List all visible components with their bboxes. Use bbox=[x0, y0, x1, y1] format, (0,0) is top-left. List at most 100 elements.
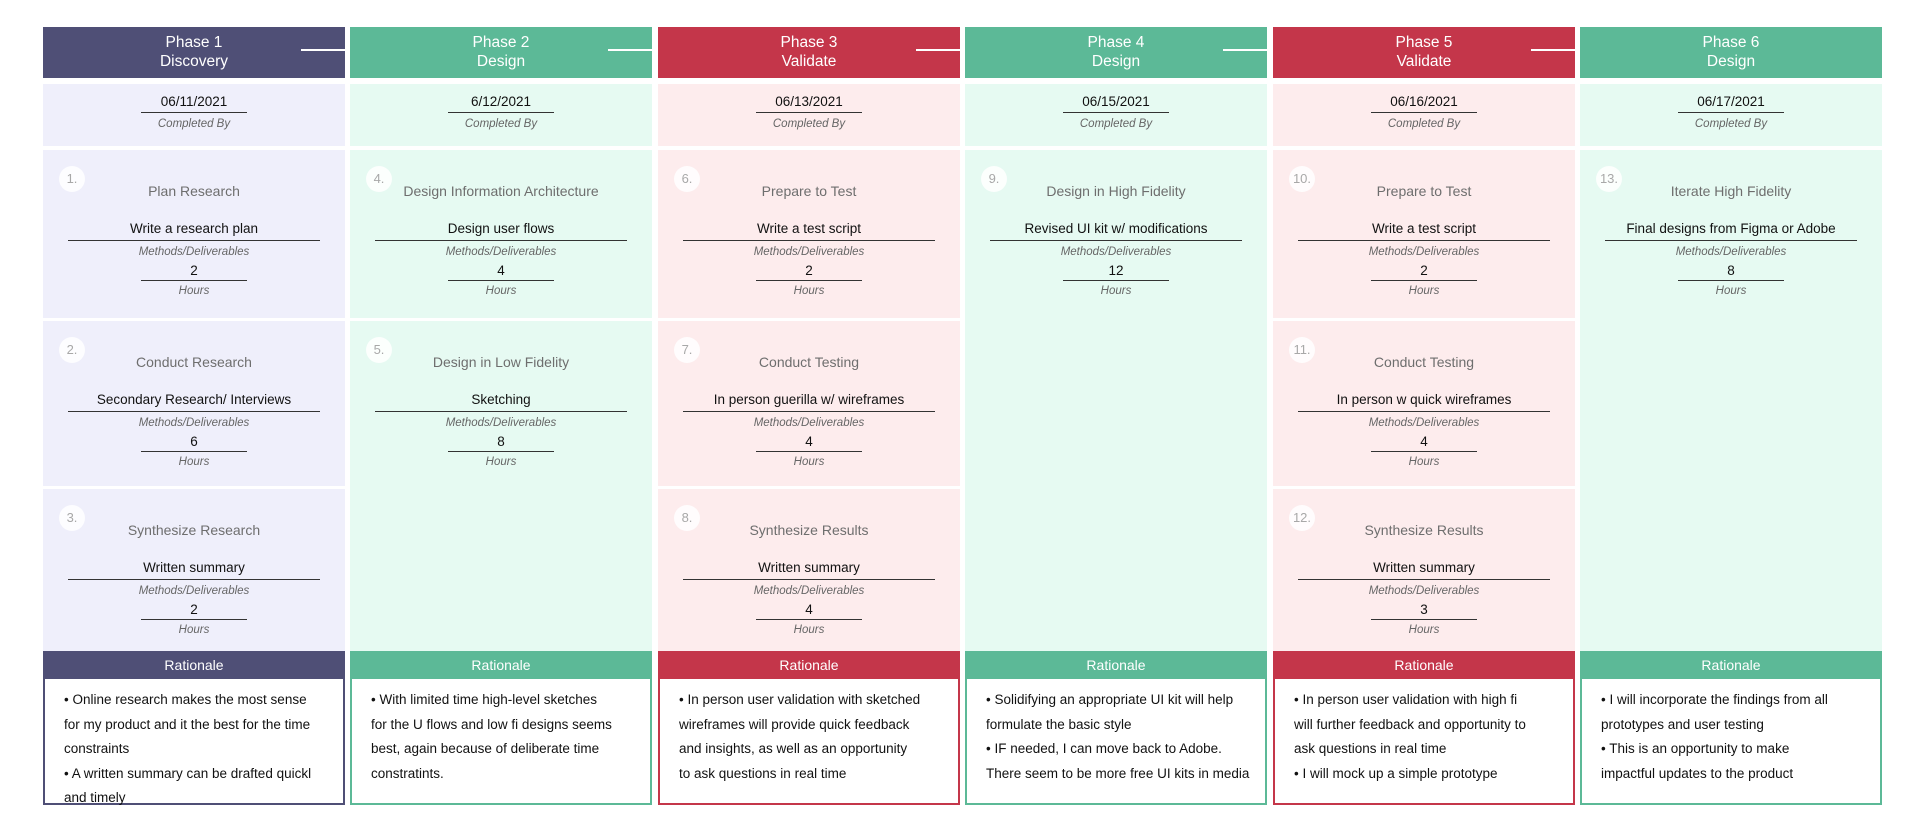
step-hours: 2 bbox=[141, 602, 247, 620]
step-hours: 4 bbox=[756, 602, 862, 620]
methods-label: Methods/Deliverables bbox=[753, 417, 865, 429]
step-method: Revised UI kit w/ modifications bbox=[990, 221, 1242, 241]
completion-date: 06/13/2021 bbox=[756, 94, 862, 113]
step-number: 9. bbox=[981, 166, 1007, 192]
methods-label: Methods/Deliverables bbox=[138, 246, 250, 258]
step-method: Written summary bbox=[68, 560, 320, 580]
step-title: Synthesize Results bbox=[749, 522, 869, 538]
rationale-line: wireframes will provide quick feedback bbox=[679, 716, 910, 732]
phase-subtitle: Validate bbox=[1396, 53, 1452, 70]
rationale-header: Rationale bbox=[45, 653, 343, 679]
step-hours: 8 bbox=[1678, 263, 1784, 281]
completed-by-label: Completed By bbox=[772, 118, 846, 130]
hours-label: Hours bbox=[1100, 285, 1132, 297]
hours-label: Hours bbox=[1408, 624, 1440, 636]
step-title: Prepare to Test bbox=[761, 183, 857, 199]
rationale-line: constratints. bbox=[371, 765, 444, 781]
phase-subtitle: Design bbox=[476, 53, 526, 70]
step-title: Conduct Testing bbox=[758, 354, 860, 370]
rationale-box: Rationale • Solidifying an appropriate UI… bbox=[965, 651, 1267, 805]
step-title: Synthesize Research bbox=[127, 522, 261, 538]
phase-subtitle: Discovery bbox=[159, 53, 229, 70]
rationale-line: for the U flows and low fi designs seems bbox=[371, 716, 612, 732]
hours-label: Hours bbox=[485, 285, 517, 297]
rationale-header: Rationale bbox=[1275, 653, 1573, 679]
rationale-line: formulate the basic style bbox=[986, 716, 1132, 732]
completion-box: 06/15/2021 Completed By bbox=[965, 84, 1267, 146]
step-hours: 8 bbox=[448, 434, 554, 452]
step-method: In person guerilla w/ wireframes bbox=[683, 392, 935, 412]
step-card: 11. Conduct Testing In person w quick wire… bbox=[1273, 318, 1575, 484]
step-method: Write a test script bbox=[1298, 221, 1550, 241]
hours-label: Hours bbox=[793, 456, 825, 468]
step-title: Conduct Testing bbox=[1373, 354, 1475, 370]
step-method: Write a research plan bbox=[68, 221, 320, 241]
rationale-header: Rationale bbox=[967, 653, 1265, 679]
completion-box: 06/13/2021 Completed By bbox=[658, 84, 960, 146]
rationale-line: • I will mock up a simple prototype bbox=[1294, 765, 1498, 781]
completion-date: 6/12/2021 bbox=[448, 94, 554, 113]
rationale-line: and timely bbox=[64, 790, 126, 805]
step-method: Written summary bbox=[683, 560, 935, 580]
rationale-line: • IF needed, I can move back to Adobe. bbox=[986, 741, 1222, 756]
step-title: Iterate High Fidelity bbox=[1670, 183, 1792, 199]
step-card: 10. Prepare to Test Write a test script Met… bbox=[1273, 150, 1575, 313]
hours-label: Hours bbox=[178, 285, 210, 297]
step-card: 3. Synthesize Research Written summary Meth… bbox=[43, 486, 345, 652]
step-method: Written summary bbox=[1298, 560, 1550, 580]
phase-header: Phase 6 Design bbox=[1580, 27, 1882, 78]
methods-label: Methods/Deliverables bbox=[1368, 417, 1480, 429]
step-card: 1. Plan Research Write a research plan Meth… bbox=[43, 150, 345, 313]
step-hours: 4 bbox=[756, 434, 862, 452]
step-method: Final designs from Figma or Adobe bbox=[1605, 221, 1857, 241]
rationale-box: Rationale • With limited time high-level … bbox=[350, 651, 652, 805]
completion-date: 06/17/2021 bbox=[1678, 94, 1784, 113]
rationale-line: constraints bbox=[64, 741, 130, 756]
completion-box: 06/17/2021 Completed By bbox=[1580, 84, 1882, 146]
completed-by-label: Completed By bbox=[1079, 118, 1153, 130]
hours-label: Hours bbox=[178, 456, 210, 468]
step-number: 5. bbox=[366, 337, 392, 363]
phase-column: Phase 3 Validate 06/13/2021 Completed By 6. P… bbox=[658, 27, 960, 805]
phase-header: Phase 5 Validate bbox=[1273, 27, 1575, 78]
completion-date: 06/11/2021 bbox=[141, 94, 247, 113]
rationale-text: • With limited time high-level sketches f… bbox=[352, 679, 650, 786]
step-card: 8. Synthesize Results Written summary Metho… bbox=[658, 486, 960, 652]
step-title: Design in High Fidelity bbox=[1046, 183, 1186, 199]
step-hours: 6 bbox=[141, 434, 247, 452]
step-hours: 12 bbox=[1063, 263, 1169, 281]
phase-title: Phase 3 bbox=[780, 34, 838, 51]
step-number: 10. bbox=[1289, 166, 1315, 192]
step-title: Design Information Architecture bbox=[403, 183, 599, 199]
step-number: 2. bbox=[59, 337, 85, 363]
hours-label: Hours bbox=[1408, 285, 1440, 297]
step-hours: 4 bbox=[1371, 434, 1477, 452]
phase-title: Phase 6 bbox=[1702, 34, 1760, 51]
rationale-line: • Solidifying an appropriate UI kit will… bbox=[986, 692, 1234, 707]
completed-by-label: Completed By bbox=[1387, 118, 1461, 130]
phase-subtitle: Validate bbox=[781, 53, 837, 70]
completion-box: 6/12/2021 Completed By bbox=[350, 84, 652, 146]
phase-column: Phase 6 Design 06/17/2021 Completed By 13. It… bbox=[1580, 27, 1882, 805]
rationale-line: • With limited time high-level sketches bbox=[371, 692, 598, 707]
hours-label: Hours bbox=[793, 624, 825, 636]
step-method: Secondary Research/ Interviews bbox=[68, 392, 320, 412]
phase-header: Phase 4 Design bbox=[965, 27, 1267, 78]
rationale-line: impactful updates to the product bbox=[1601, 765, 1794, 781]
rationale-line: • Online research makes the most sense bbox=[64, 692, 307, 707]
rationale-text: • I will incorporate the findings from a… bbox=[1582, 679, 1880, 786]
rationale-text: • In person user validation with high fi… bbox=[1275, 679, 1573, 786]
methods-label: Methods/Deliverables bbox=[753, 246, 865, 258]
completion-box: 06/11/2021 Completed By bbox=[43, 84, 345, 146]
step-title: Conduct Research bbox=[136, 354, 252, 370]
rationale-line: will further feedback and opportunity to bbox=[1294, 716, 1526, 732]
rationale-line: for my product and it the best for the t… bbox=[64, 716, 311, 732]
rationale-line: • This is an opportunity to make bbox=[1601, 741, 1790, 756]
step-method: Design user flows bbox=[375, 221, 627, 241]
step-method: Sketching bbox=[375, 392, 627, 412]
step-card: 5. Design in Low Fidelity Sketching Methods… bbox=[350, 318, 652, 484]
rationale-line: to ask questions in real time bbox=[679, 765, 847, 781]
methods-label: Methods/Deliverables bbox=[1060, 246, 1172, 258]
rationale-line: ask questions in real time bbox=[1294, 741, 1447, 756]
rationale-header: Rationale bbox=[352, 653, 650, 679]
